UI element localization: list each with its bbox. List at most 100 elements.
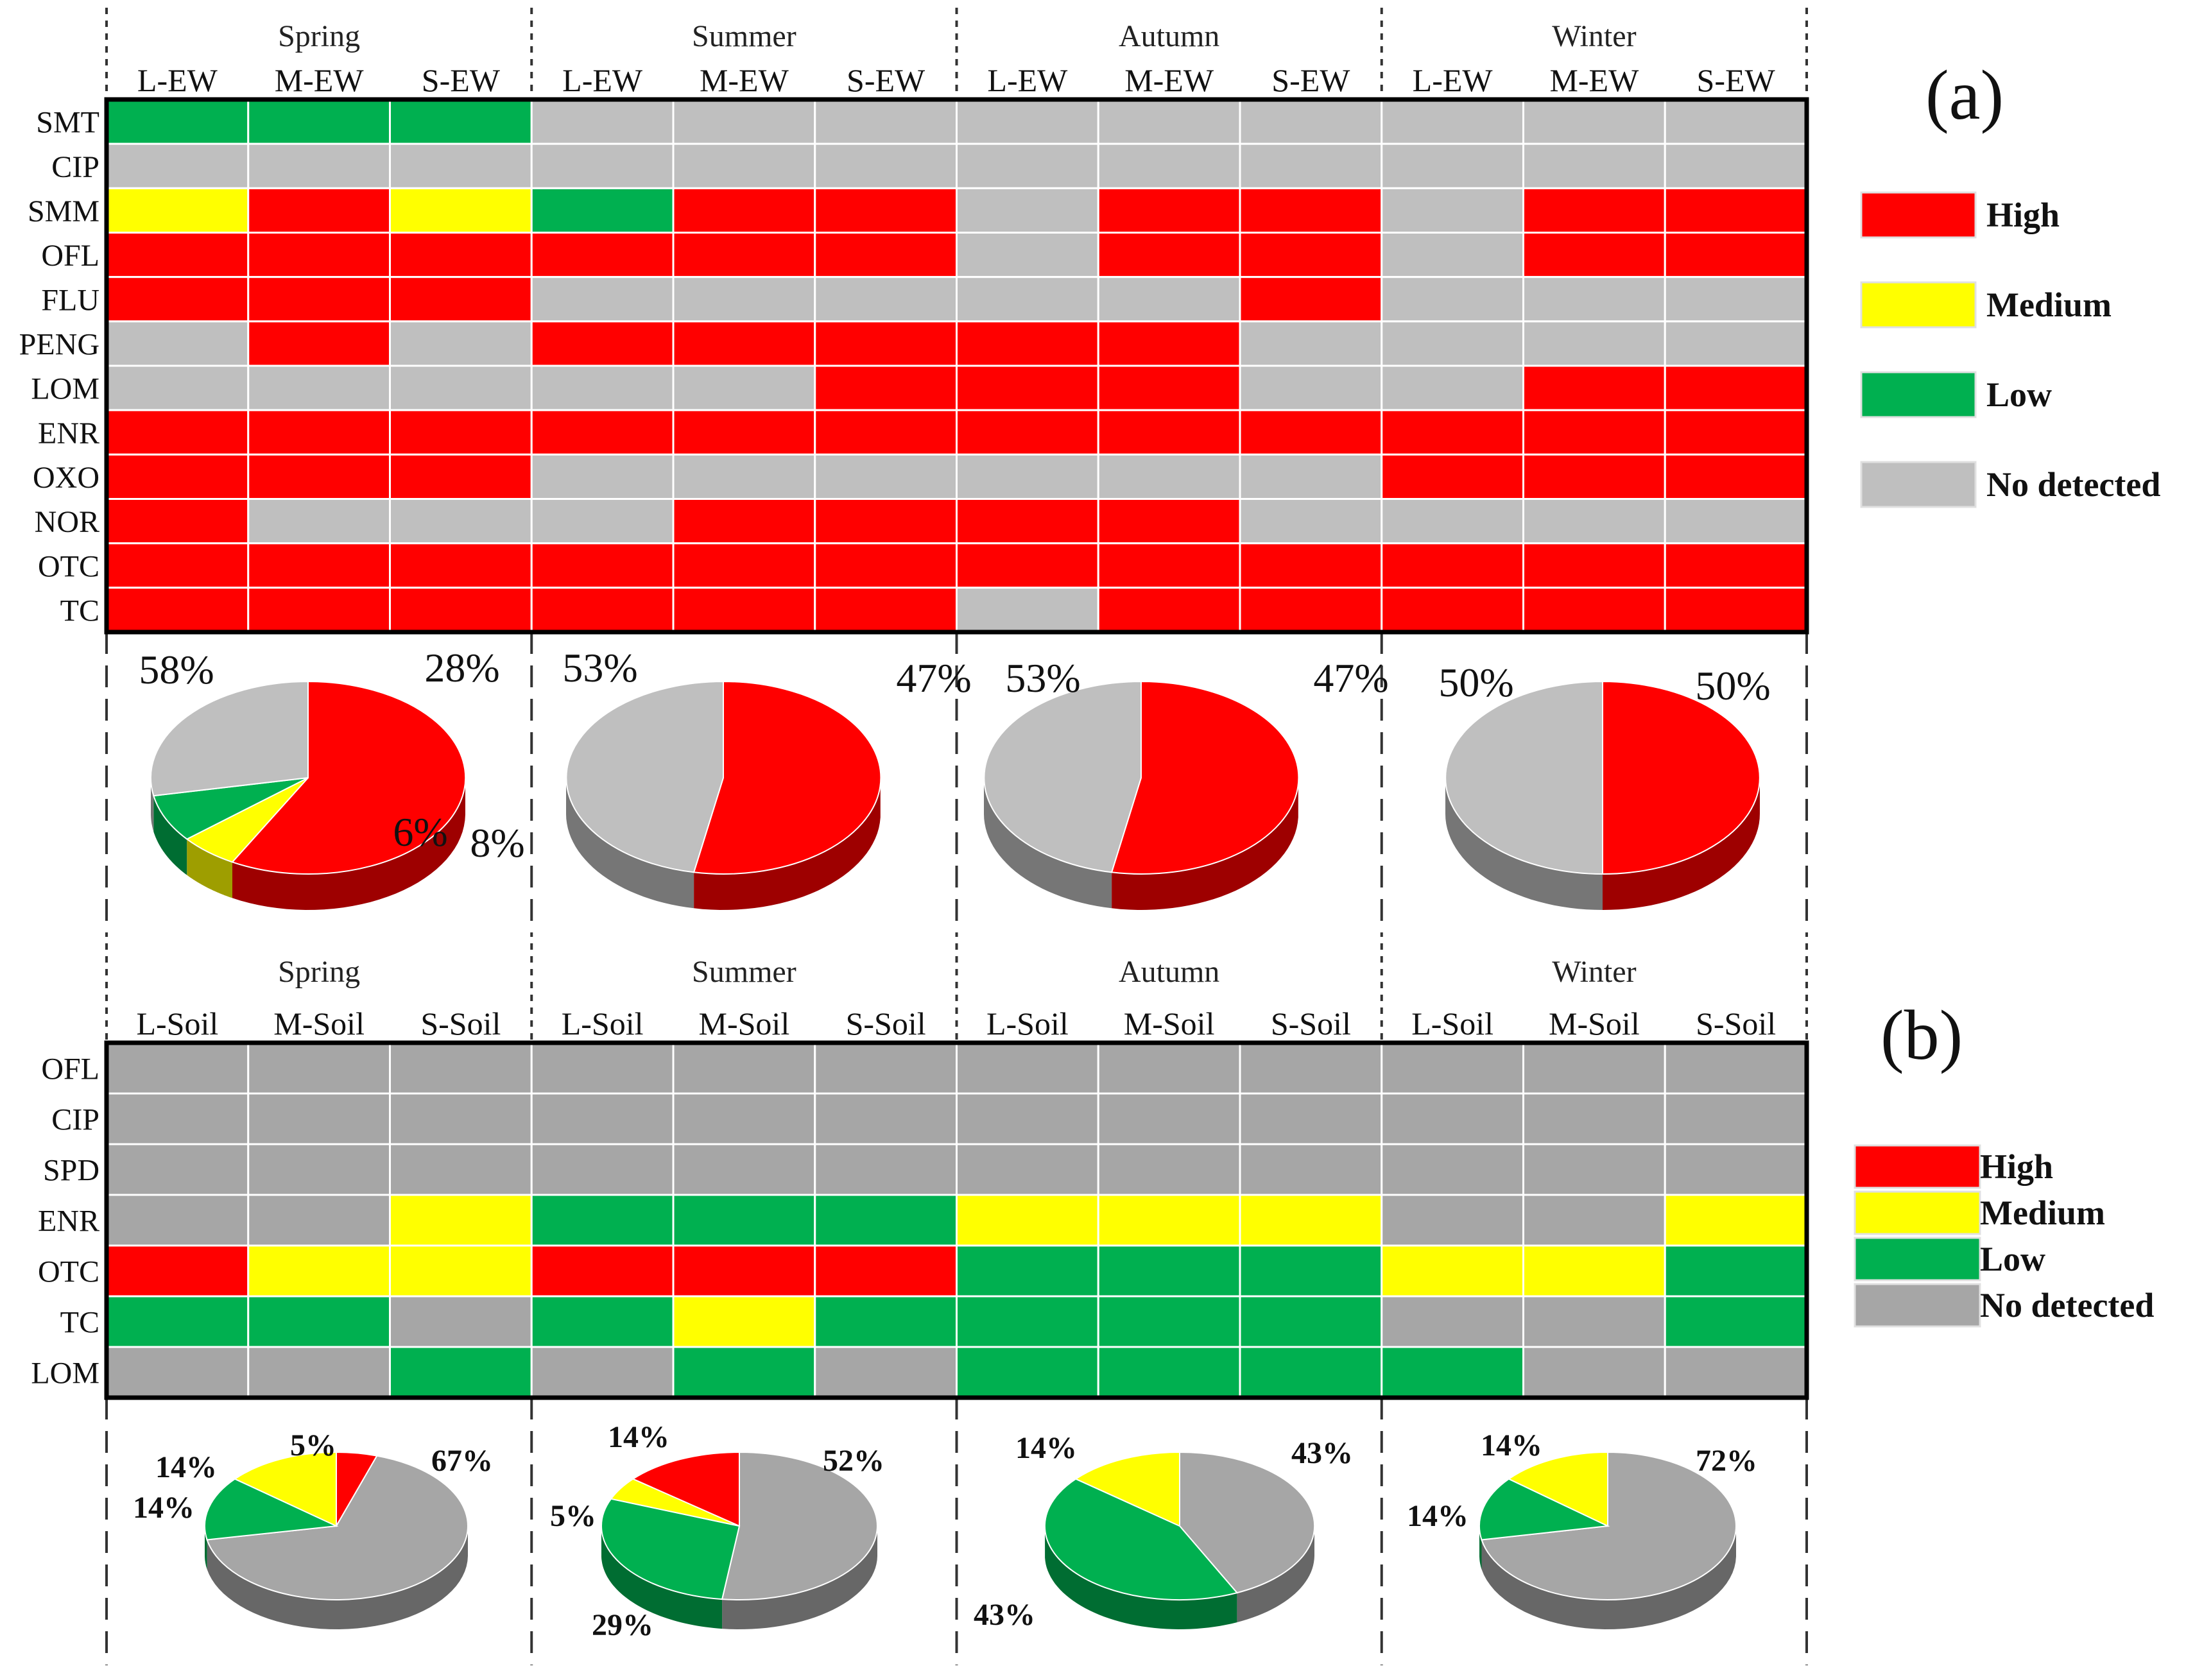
- pie-side-H: [232, 778, 465, 910]
- heatmap-cell: [1381, 232, 1524, 279]
- pie-side-N: [151, 778, 154, 832]
- heatmap-cell: [1381, 276, 1524, 323]
- heatmap-cell: [389, 1295, 533, 1348]
- heatmap-cell: [672, 1092, 816, 1145]
- heatmap-cell: [956, 453, 1099, 500]
- row-label: NOR: [35, 505, 99, 539]
- heatmap-cell: [1239, 409, 1383, 456]
- heatmap-cell: [389, 453, 533, 500]
- heatmap-cell: [672, 276, 816, 323]
- legend-swatch-N: [1860, 461, 1977, 508]
- heatmap-cell: [814, 364, 958, 411]
- heatmap-cell: [814, 276, 958, 323]
- row-label: LOM: [31, 372, 99, 406]
- heatmap-cell: [814, 1092, 958, 1145]
- heatmap-cell: [105, 542, 250, 589]
- heatmap-cell: [1239, 187, 1383, 234]
- panel-b: Spring Summer Autumn Winter L-Soil M-Soil S-So…: [31, 943, 2154, 1665]
- column-header: S-Soil: [1271, 1006, 1351, 1041]
- heatmap-cell: [1664, 187, 1808, 234]
- heatmap-cell: [389, 1194, 533, 1247]
- heatmap-cell: [1664, 542, 1808, 589]
- heatmap-cell: [247, 1346, 391, 1399]
- heatmap-cell: [1097, 587, 1241, 633]
- heatmap-cell: [1097, 276, 1241, 323]
- heatmap-cell: [530, 587, 675, 633]
- heatmap-cell: [1664, 1194, 1808, 1247]
- heatmap-cell: [814, 232, 958, 279]
- heatmap-cell: [389, 1092, 533, 1145]
- column-header: L-EW: [562, 62, 643, 98]
- heatmap-cell: [814, 187, 958, 234]
- season-label: Winter: [1552, 19, 1636, 53]
- heatmap-cell: [1522, 1295, 1666, 1348]
- heatmap-cell: [956, 364, 1099, 411]
- column-header: L-Soil: [136, 1006, 218, 1041]
- row-label: TC: [60, 1306, 99, 1340]
- heatmap-cell: [105, 1295, 250, 1348]
- heatmap-cell: [956, 142, 1099, 189]
- heatmap-cell: [105, 98, 250, 145]
- heatmap-cell: [530, 1244, 675, 1298]
- column-header: M-Soil: [273, 1006, 365, 1041]
- legend-label: High: [1980, 1147, 2053, 1186]
- heatmap-cell: [1239, 498, 1383, 545]
- legend-label: Medium: [1986, 286, 2112, 324]
- heatmap-cell: [530, 1143, 675, 1196]
- pie-label: 50%: [1695, 663, 1770, 708]
- pie-label: 53%: [1005, 655, 1080, 701]
- column-header: M-Soil: [699, 1006, 790, 1041]
- heatmap-cell: [1239, 1295, 1383, 1348]
- heatmap-cell: [814, 1041, 958, 1095]
- heatmap-cell: [1522, 187, 1666, 234]
- heatmap-cell: [105, 276, 250, 323]
- column-header: L-Soil: [562, 1006, 644, 1041]
- legend-label: No detected: [1980, 1286, 2154, 1324]
- heatmap-cell: [956, 587, 1099, 633]
- heatmap-cell: [247, 587, 391, 633]
- heatmap-cell: [530, 1346, 675, 1399]
- pie-side-N: [1445, 778, 1603, 910]
- row-label: SMT: [36, 106, 99, 140]
- pie-label: 14%: [1015, 1431, 1077, 1465]
- pie-label: 29%: [592, 1608, 653, 1642]
- panel-label: (a): [1925, 56, 2004, 134]
- heatmap-cell: [1381, 542, 1524, 589]
- heatmap-cell: [530, 232, 675, 279]
- heatmap-cell: [1381, 453, 1524, 500]
- season-label: Summer: [692, 19, 796, 53]
- heatmap-cell: [1522, 1244, 1666, 1298]
- heatmap-cell: [1381, 409, 1524, 456]
- legend-swatch-H: [1854, 1144, 1981, 1189]
- pie-label: 58%: [139, 647, 214, 692]
- heatmap-cell: [1381, 498, 1524, 545]
- heatmap-cell: [389, 320, 533, 367]
- heatmap-cell: [672, 453, 816, 500]
- heatmap-cell: [1097, 498, 1241, 545]
- heatmap-cell: [1664, 1143, 1808, 1196]
- heatmap-cell: [1239, 1244, 1383, 1298]
- heatmap-cell: [1664, 453, 1808, 500]
- heatmap-cell: [247, 1143, 391, 1196]
- pie-slice-N: [1179, 1451, 1316, 1594]
- heatmap-cell: [1664, 1092, 1808, 1145]
- heatmap-cell: [1522, 142, 1666, 189]
- pie-side-N: [984, 778, 1112, 909]
- heatmap-cell: [814, 542, 958, 589]
- heatmap-cell: [814, 453, 958, 500]
- heatmap-cell: [956, 1295, 1099, 1348]
- heatmap-cell: [672, 1041, 816, 1095]
- heatmap-cell: [1097, 1143, 1241, 1196]
- row-label: CIP: [51, 150, 99, 184]
- heatmap-cell: [1381, 1092, 1524, 1145]
- heatmap-cell: [1664, 232, 1808, 279]
- heatmap-cell: [1097, 232, 1241, 279]
- heatmap-cell: [105, 187, 250, 234]
- heatmap-cell: [1239, 542, 1383, 589]
- pie-label: 47%: [1313, 655, 1388, 701]
- row-label: LOM: [31, 1357, 99, 1391]
- column-header: S-EW: [1697, 62, 1776, 98]
- heatmap-cell: [247, 187, 391, 234]
- column-header: M-EW: [275, 62, 365, 98]
